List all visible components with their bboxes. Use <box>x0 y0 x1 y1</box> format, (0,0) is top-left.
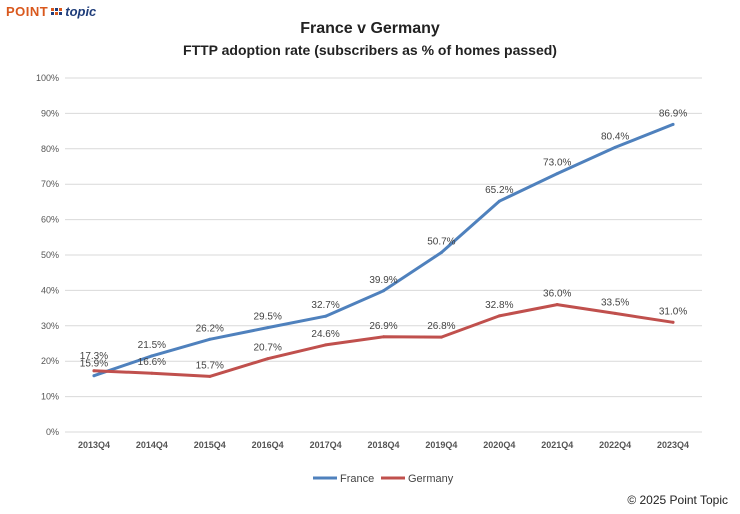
chart-title: France v Germany <box>300 20 440 37</box>
y-tick-label: 90% <box>41 108 59 118</box>
data-label-germany: 26.9% <box>369 321 397 332</box>
chart-subtitle: FTTP adoption rate (subscribers as % of … <box>183 42 557 58</box>
data-point-france <box>266 326 270 330</box>
x-tick-label: 2021Q4 <box>541 440 573 450</box>
x-tick-label: 2023Q4 <box>657 440 689 450</box>
data-point-germany <box>382 335 385 339</box>
x-tick-label: 2015Q4 <box>194 440 226 450</box>
data-point-germany <box>497 314 501 318</box>
y-tick-label: 60% <box>41 215 59 225</box>
data-point-germany <box>613 311 617 315</box>
data-point-germany <box>92 369 96 373</box>
data-label-france: 29.5% <box>254 312 282 323</box>
data-point-germany <box>671 320 675 324</box>
data-point-france <box>439 251 443 255</box>
data-point-france <box>555 172 559 176</box>
data-point-france <box>324 314 328 318</box>
series-line-germany <box>92 303 675 378</box>
y-tick-label: 30% <box>41 321 59 331</box>
data-label-france: 86.9% <box>659 108 687 119</box>
y-tick-label: 80% <box>41 144 59 154</box>
series-lines <box>92 122 675 378</box>
data-label-france: 21.5% <box>138 340 166 351</box>
y-tick-label: 50% <box>41 250 59 260</box>
x-tick-label: 2013Q4 <box>78 440 110 450</box>
data-point-germany <box>208 374 212 378</box>
x-axis-ticks: 2013Q4 2014Q4 2015Q4 2016Q4 2017Q4 2018Q4 2019… <box>78 440 689 450</box>
data-label-france: 73.0% <box>543 158 571 169</box>
data-point-france <box>92 374 96 378</box>
data-point-france <box>382 289 385 293</box>
x-tick-label: 2014Q4 <box>136 440 168 450</box>
data-point-germany <box>266 357 270 361</box>
data-point-germany <box>324 343 328 347</box>
data-point-germany <box>439 335 443 339</box>
x-tick-label: 2022Q4 <box>599 440 631 450</box>
y-tick-label: 100% <box>36 73 59 83</box>
copyright-notice: © 2025 Point Topic <box>627 493 728 507</box>
y-tick-label: 70% <box>41 179 59 189</box>
legend-item-germany: Germany <box>381 473 454 485</box>
data-label-france: 15.9% <box>80 359 108 370</box>
y-tick-label: 40% <box>41 285 59 295</box>
y-tick-label: 20% <box>41 356 59 366</box>
data-point-france <box>497 199 501 203</box>
data-label-france: 39.9% <box>369 275 397 286</box>
data-label-germany: 20.7% <box>254 343 282 354</box>
data-label-france: 50.7% <box>427 237 455 248</box>
data-label-france: 26.2% <box>196 323 224 334</box>
data-label-france: 80.4% <box>601 131 629 142</box>
legend: France Germany <box>313 473 454 485</box>
data-label-germany: 31.0% <box>659 306 687 317</box>
data-label-germany: 15.7% <box>196 360 224 371</box>
data-label-germany: 17.3% <box>80 351 108 362</box>
data-point-germany <box>150 371 154 375</box>
data-label-france: 32.7% <box>311 300 339 311</box>
data-point-france <box>208 337 212 341</box>
data-label-germany: 24.6% <box>311 329 339 340</box>
data-point-germany <box>555 303 559 307</box>
legend-label: France <box>340 473 374 485</box>
x-tick-label: 2020Q4 <box>483 440 515 450</box>
legend-label: Germany <box>408 473 454 485</box>
legend-item-france: France <box>313 473 374 485</box>
x-tick-label: 2016Q4 <box>252 440 284 450</box>
data-point-france <box>150 354 154 358</box>
logo-topic-text: topic <box>65 4 97 19</box>
y-axis-ticks: 0% 10% 20% 30% 40% 50% 60% 70% 80% 90% 100% <box>36 73 59 437</box>
x-tick-label: 2018Q4 <box>367 440 399 450</box>
y-tick-label: 10% <box>41 392 59 402</box>
data-point-france <box>671 122 675 126</box>
data-labels: 15.9% 21.5% 26.2% 29.5% 32.7% 39.9% 50.7% 65.2%… <box>80 108 688 371</box>
data-point-france <box>613 145 617 149</box>
data-label-germany: 33.5% <box>601 297 629 308</box>
y-tick-label: 0% <box>46 427 59 437</box>
data-label-germany: 32.8% <box>485 300 513 311</box>
gridlines <box>65 77 702 433</box>
logo-point-text: POINT <box>6 4 49 19</box>
x-tick-label: 2017Q4 <box>310 440 342 450</box>
point-topic-logo: POINT topic <box>6 4 96 19</box>
data-label-germany: 26.8% <box>427 321 455 332</box>
data-label-france: 65.2% <box>485 185 513 196</box>
logo-grid-icon <box>51 8 63 15</box>
x-tick-label: 2019Q4 <box>425 440 457 450</box>
data-label-germany: 36.0% <box>543 289 571 300</box>
data-label-germany: 16.6% <box>138 357 166 368</box>
